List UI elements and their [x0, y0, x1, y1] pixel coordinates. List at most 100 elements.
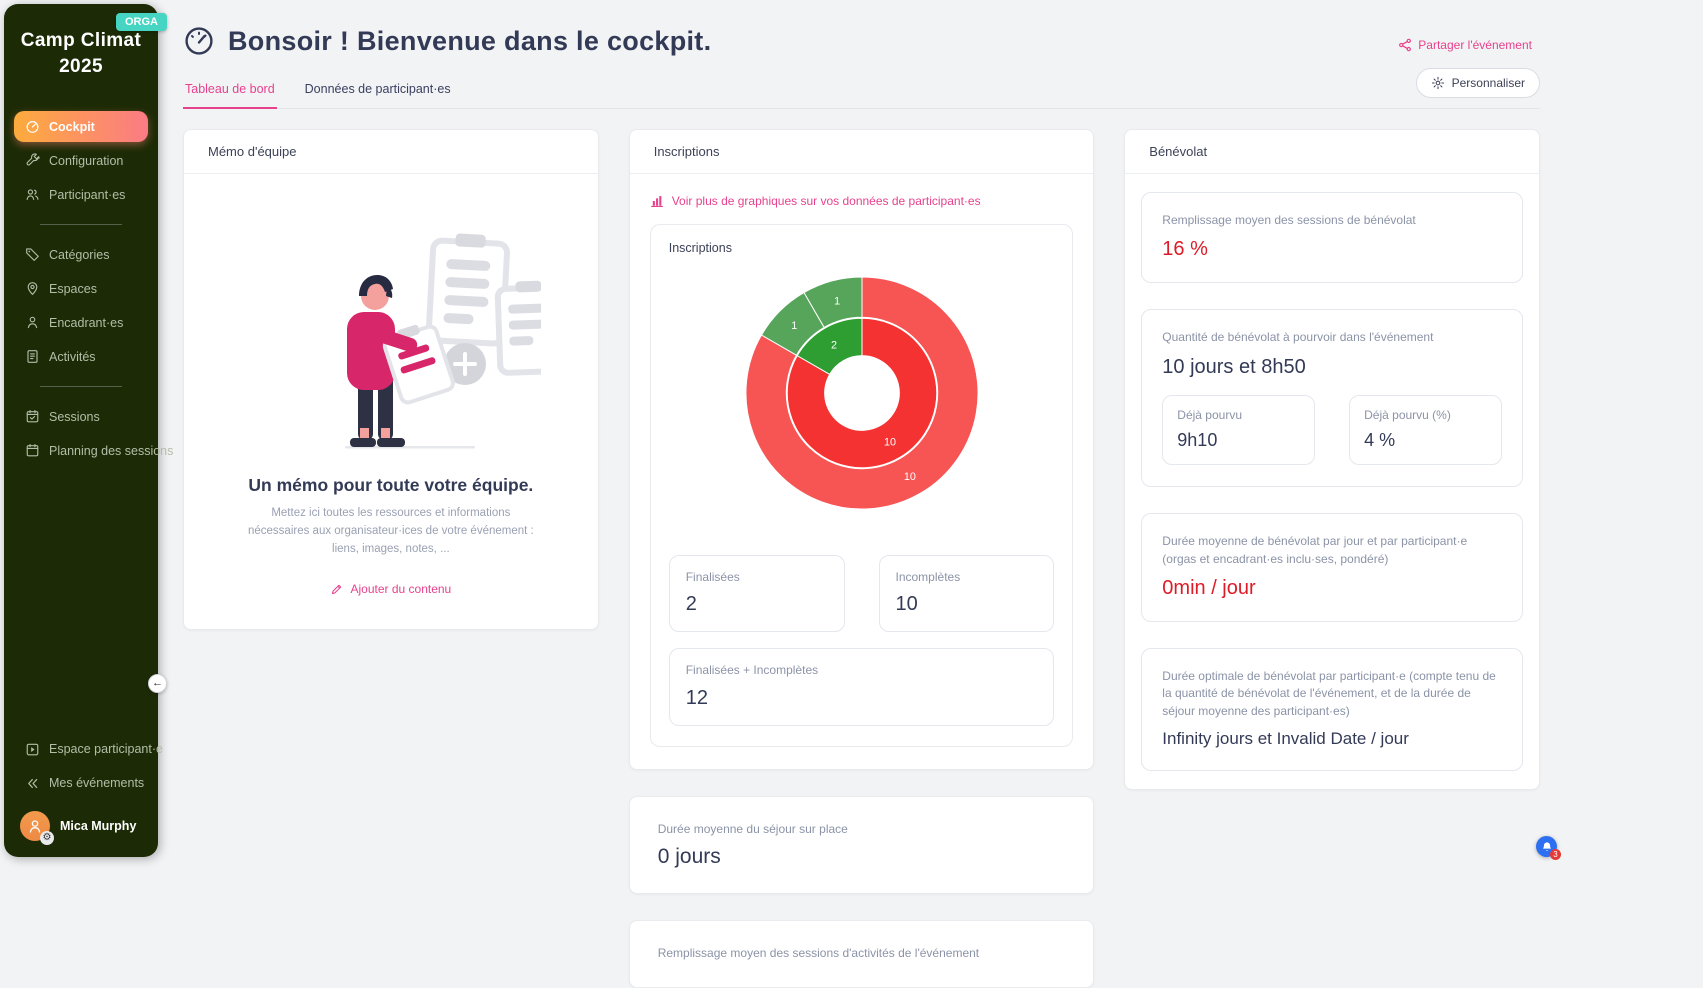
benevolat-provided-pct-box: Déjà pourvu (%) 4 %	[1349, 394, 1502, 466]
notifications-button[interactable]: 3	[1536, 836, 1561, 860]
donut-slice-label: 10	[884, 436, 896, 448]
benevolat-daily-average-value: 0min / jour	[1162, 576, 1256, 599]
benevolat-fill-rate-label: Remplissage moyen des sessions de bénévo…	[1162, 213, 1416, 227]
bar-chart-icon	[650, 196, 663, 207]
benevolat-column: Bénévolat Remplissage moyen des sessions…	[1124, 129, 1540, 791]
memo-description: Mettez ici toutes les ressources et info…	[247, 507, 534, 555]
benevolat-provided-box: Déjà pourvu 9h10	[1162, 394, 1316, 466]
stay-duration-card: Durée moyenne du séjour sur place 0 jour…	[628, 795, 1095, 895]
tag-icon	[26, 248, 39, 262]
share-event-link[interactable]: Partager l'événement	[1398, 38, 1532, 52]
sidebar-item-categories[interactable]: Catégories	[14, 239, 148, 270]
map-pin-icon	[27, 282, 38, 296]
bell-icon	[1542, 841, 1551, 851]
page-header: Bonsoir ! Bienvenue dans le cockpit.	[183, 0, 1540, 57]
benevolat-provided-pct-value: 4 %	[1364, 430, 1396, 451]
donut-slice[interactable]	[802, 276, 862, 329]
sidebar-nav-main: Cockpit Configuration Participant·es	[14, 111, 148, 210]
user-icon	[27, 317, 38, 329]
chart-title: Inscriptions	[668, 241, 732, 255]
notification-count-badge: 3	[1550, 849, 1561, 860]
benevolat-fill-rate-box: Remplissage moyen des sessions de bénévo…	[1141, 192, 1523, 284]
calendar-check-icon	[26, 410, 39, 423]
sidebar-item-espace-participant[interactable]: Espace participant·e	[14, 734, 163, 765]
sidebar-divider	[40, 224, 122, 226]
benevolat-fill-rate-value: 16 %	[1162, 238, 1208, 261]
activity-fill-rate-label: Remplissage moyen des sessions d'activit…	[657, 946, 980, 961]
add-content-link[interactable]: Ajouter du contenu	[330, 582, 451, 596]
sidebar-item-sessions[interactable]: Sessions	[14, 401, 148, 432]
sidebar-item-label: Configuration	[49, 153, 124, 168]
donut-slice-label: 1	[834, 295, 840, 307]
sidebar-item-encadrants[interactable]: Encadrant·es	[14, 307, 148, 338]
donut-slice[interactable]	[786, 317, 937, 469]
benevolat-card-body: Remplissage moyen des sessions de bénévo…	[1125, 174, 1539, 789]
sidebar-item-espaces[interactable]: Espaces	[14, 273, 148, 304]
sidebar: ORGA Camp Climat 2025 Cockpit Configurat…	[4, 4, 173, 857]
sidebar-spacer	[14, 466, 148, 734]
sidebar-item-cockpit[interactable]: Cockpit	[14, 111, 148, 143]
memo-headline: Un mémo pour toute votre équipe.	[248, 475, 534, 495]
donut-slice[interactable]	[796, 317, 862, 375]
page-title: Bonsoir ! Bienvenue dans le cockpit.	[228, 25, 712, 56]
benevolat-quantity-details: Déjà pourvu 9h10 Déjà pourvu (%) 4 %	[1162, 394, 1502, 466]
sidebar-item-label: Sessions	[49, 409, 100, 424]
event-title: Camp Climat 2025	[20, 30, 142, 77]
more-graphs-link[interactable]: Voir plus de graphiques sur vos données …	[650, 194, 1074, 208]
sidebar-divider	[40, 386, 122, 388]
avatar-person-icon	[29, 820, 41, 833]
inscriptions-stats: Finalisées 2 Incomplètes 10 Finalisées +…	[668, 555, 1055, 726]
donut-chart-wrap: 10 2 10 1 1	[669, 275, 1055, 511]
tab-donnees-participants[interactable]: Données de participant·es	[304, 82, 451, 96]
tab-bar: Tableau de bord Données de participant·e…	[183, 68, 1540, 109]
sidebar-item-mes-evenements[interactable]: Mes événements	[14, 768, 148, 799]
inscriptions-donut-chart[interactable]: 10 2 10 1 1	[744, 275, 980, 511]
stay-duration-body: Durée moyenne du séjour sur place 0 jour…	[630, 797, 1094, 893]
stay-duration-value: 0 jours	[657, 845, 721, 869]
sidebar-item-configuration[interactable]: Configuration	[14, 145, 148, 176]
benevolat-card-title: Bénévolat	[1125, 130, 1539, 174]
user-menu[interactable]: ⚙ Mica Murphy	[14, 805, 148, 845]
donut-slice-label: 2	[830, 339, 836, 351]
avatar-gear-badge-icon: ⚙	[40, 831, 54, 845]
role-badge: ORGA	[116, 13, 167, 31]
activity-fill-rate-card: Remplissage moyen des sessions d'activit…	[628, 920, 1095, 988]
stat-label: Finalisées	[685, 570, 740, 584]
benevolat-daily-average-box: Durée moyenne de bénévolat par jour et p…	[1141, 513, 1523, 622]
benevolat-quantity-box: Quantité de bénévolat à pourvoir dans l'…	[1141, 309, 1523, 488]
sidebar-item-planning-sessions[interactable]: Planning des sessions	[14, 435, 173, 466]
avatar: ⚙	[20, 811, 54, 845]
gauge-icon	[26, 121, 39, 134]
benevolat-provided-value: 9h10	[1177, 430, 1218, 451]
tab-tableau-de-bord[interactable]: Tableau de bord	[183, 73, 277, 109]
wrench-icon	[26, 153, 40, 166]
benevolat-optimal-value: Infinity jours et Invalid Date / jour	[1162, 729, 1409, 749]
customize-button[interactable]: Personnaliser	[1415, 68, 1540, 98]
memo-card-body: Un mémo pour toute votre équipe. Mettez …	[184, 174, 598, 629]
sidebar-item-activites[interactable]: Activités	[14, 341, 148, 372]
donut-slice-label: 1	[791, 320, 797, 332]
stat-value: 2	[685, 593, 697, 616]
share-icon	[1399, 38, 1412, 52]
stat-finalisees-incompletes: Finalisées + Incomplètes 12	[668, 648, 1055, 726]
memo-column: Mémo d'équipe	[183, 129, 599, 630]
stat-incompletes: Incomplètes 10	[878, 555, 1055, 633]
donut-slice[interactable]	[744, 276, 978, 510]
sidebar-item-participants[interactable]: Participant·es	[14, 179, 148, 210]
add-content-label: Ajouter du contenu	[350, 582, 452, 597]
stat-value: 10	[895, 593, 918, 616]
sidebar-nav-footer: Espace participant·e Mes événements	[14, 734, 163, 799]
sidebar-item-label: Activités	[49, 349, 96, 364]
benevolat-provided-label: Déjà pourvu	[1177, 407, 1242, 422]
sidebar-collapse-button[interactable]: ←	[148, 674, 167, 693]
team-memo-illustration	[344, 233, 566, 449]
cockpit-dashboard-page: { "sidebar": { "event_title": "Camp Clim…	[4, 0, 1561, 988]
gear-icon	[1431, 76, 1444, 90]
stat-label: Finalisées + Incomplètes	[685, 663, 819, 678]
inscriptions-card-title: Inscriptions	[629, 130, 1094, 174]
stat-finalisees: Finalisées 2	[668, 555, 845, 633]
sidebar-nav-sessions: Sessions Planning des sessions	[14, 401, 173, 466]
activity-fill-rate-body: Remplissage moyen des sessions d'activit…	[630, 921, 1094, 986]
stat-label: Incomplètes	[895, 570, 961, 584]
main-content: Bonsoir ! Bienvenue dans le cockpit. Par…	[183, 0, 1540, 988]
